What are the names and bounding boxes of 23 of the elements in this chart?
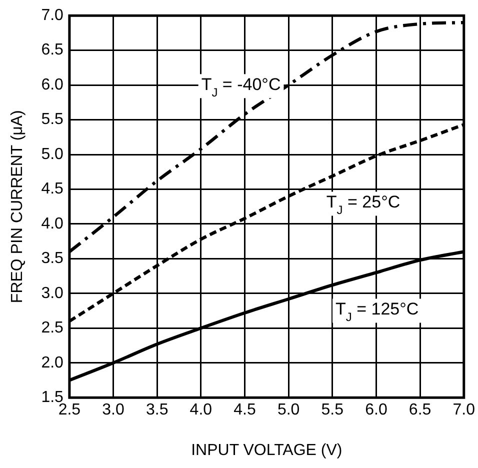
y-tick-label: 4.5 bbox=[41, 180, 64, 198]
x-tick-label: 3.0 bbox=[102, 402, 124, 419]
x-tick-label: 7.0 bbox=[452, 402, 476, 419]
y-tick-label: 7.0 bbox=[41, 7, 64, 24]
y-tick-label: 6.0 bbox=[41, 76, 64, 94]
y-tick-label: 2.5 bbox=[41, 320, 64, 337]
x-axis-title: INPUT VOLTAGE (V) bbox=[191, 442, 342, 459]
x-tick-label: 5.5 bbox=[321, 402, 344, 419]
y-tick-label: 5.5 bbox=[41, 111, 64, 128]
x-tick-label: 2.5 bbox=[58, 402, 81, 419]
y-tick-label: 4.0 bbox=[41, 215, 64, 232]
x-tick-label: 5.0 bbox=[277, 402, 300, 419]
x-tick-label: 4.0 bbox=[190, 402, 212, 419]
y-tick-label: 2.0 bbox=[41, 354, 64, 372]
y-axis-title: FREQ PIN CURRENT (μA) bbox=[9, 110, 26, 304]
x-tick-label: 4.5 bbox=[234, 402, 256, 419]
y-tick-label: 3.0 bbox=[41, 284, 64, 302]
y-tick-label: 3.5 bbox=[41, 250, 64, 268]
y-tick-label: 6.5 bbox=[41, 42, 64, 59]
x-tick-label: 6.0 bbox=[365, 402, 388, 419]
x-tick-label: 6.5 bbox=[408, 402, 432, 419]
y-tick-label: 5.0 bbox=[41, 146, 64, 163]
x-tick-label: 3.5 bbox=[146, 402, 168, 419]
